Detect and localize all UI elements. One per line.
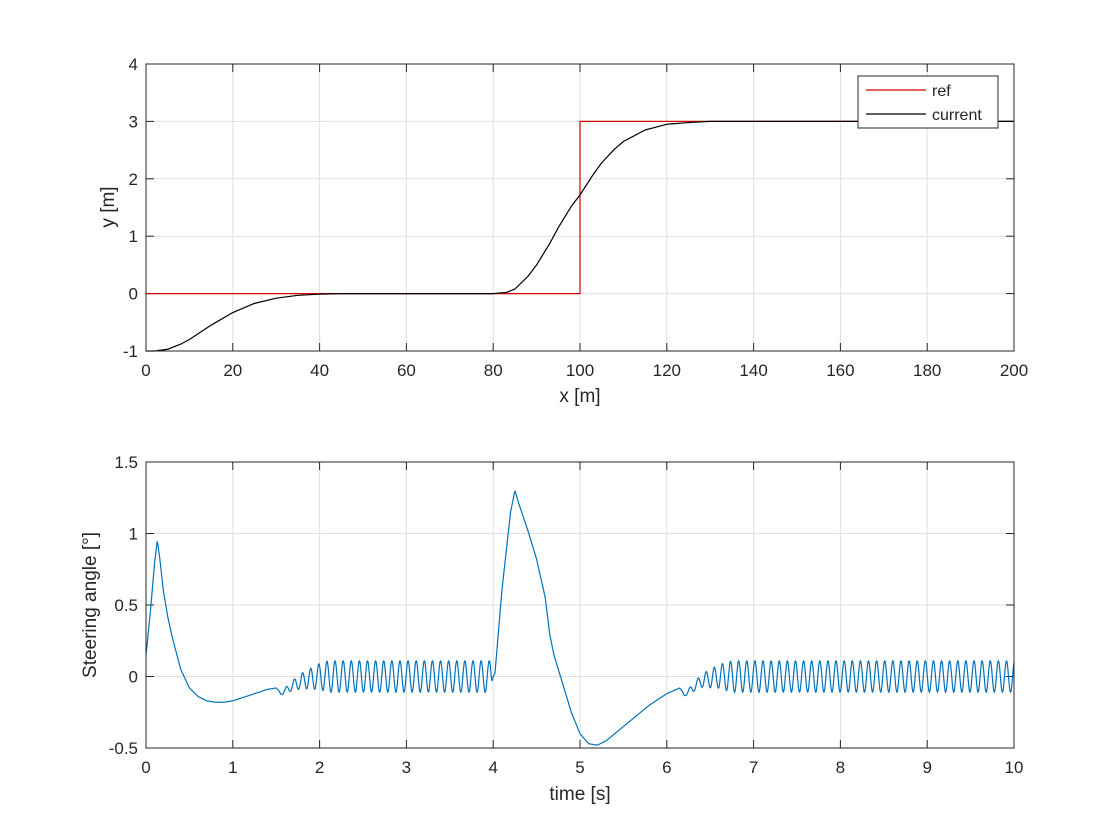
- steering-axes: 0 1 2 3 4 5 6 7 8 9 10-0.500.511.5 time [s] Steeri…: [80, 453, 1023, 805]
- trajectory-xlabel: x [m]: [559, 386, 600, 407]
- trajectory-ylabel: y [m]: [98, 186, 119, 227]
- trajectory-xtick-label: 60: [397, 361, 416, 380]
- steering-xtick-label: 6: [662, 758, 671, 777]
- steering-xtick-label: 1: [228, 758, 237, 777]
- steering-ytick-label: -0.5: [109, 739, 138, 758]
- trajectory-series-current-line: [146, 120, 1014, 352]
- steering-xtick-label: 10: [1005, 758, 1024, 777]
- steering-xtick-label: 5: [575, 758, 584, 777]
- steering-xlabel: time [s]: [549, 784, 610, 805]
- trajectory-xtick-label: 180: [913, 361, 941, 380]
- steering-series-steering-line: [145, 490, 1015, 746]
- trajectory-xtick-label: 120: [653, 361, 681, 380]
- steering-ylabel: Steering angle [°]: [80, 532, 101, 678]
- legend-ref-label: ref: [932, 83, 951, 100]
- trajectory-ytick-label: 2: [129, 170, 138, 189]
- steering-xtick-label: 4: [488, 758, 497, 777]
- steering-xtick-label: 0: [141, 758, 150, 777]
- trajectory-xtick-label: 200: [1000, 361, 1028, 380]
- trajectory-ytick-label: 4: [129, 55, 138, 74]
- trajectory-xtick-label: 0: [141, 361, 150, 380]
- legend-current-label: current: [932, 107, 982, 124]
- steering-xtick-label: 9: [922, 758, 931, 777]
- trajectory-legend: ref current: [857, 75, 999, 129]
- legend-box: [857, 75, 999, 129]
- steering-ytick-label: 0: [129, 668, 138, 687]
- steering-axes-box: [145, 461, 1015, 749]
- steering-xtick-label: 2: [315, 758, 324, 777]
- trajectory-ytick-label: -1: [123, 342, 138, 361]
- trajectory-xtick-label: 160: [826, 361, 854, 380]
- steering-xtick-label: 3: [402, 758, 411, 777]
- trajectory-xtick-label: 40: [310, 361, 329, 380]
- steering-series: [145, 490, 1015, 746]
- steering-ytick-label: 1.5: [114, 453, 138, 472]
- trajectory-ytick-label: 1: [129, 227, 138, 246]
- trajectory-series: [146, 120, 1014, 352]
- steering-ytick-label: 1: [129, 525, 138, 544]
- steering-xtick-label: 8: [836, 758, 845, 777]
- trajectory-xtick-label: 100: [566, 361, 594, 380]
- trajectory-xtick-label: 20: [223, 361, 242, 380]
- trajectory-ytick-label: 0: [129, 285, 138, 304]
- trajectory-ytick-label: 3: [129, 112, 138, 131]
- steering-xtick-label: 7: [749, 758, 758, 777]
- steering-ytick-label: 0.5: [114, 596, 138, 615]
- trajectory-axes-box: [145, 63, 1015, 352]
- trajectory-xtick-label: 140: [739, 361, 767, 380]
- trajectory-xtick-label: 80: [484, 361, 503, 380]
